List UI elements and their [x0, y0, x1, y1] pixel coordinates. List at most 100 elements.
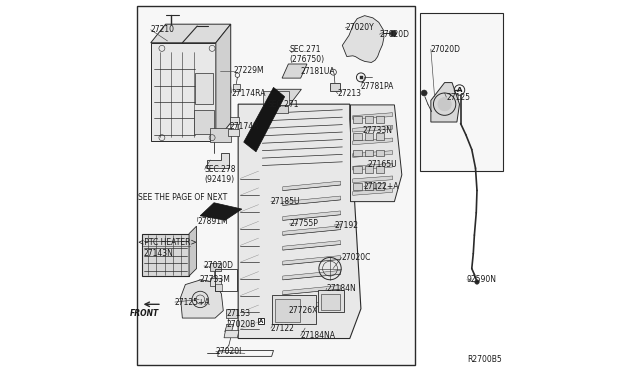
Polygon shape: [353, 189, 392, 195]
Polygon shape: [353, 176, 392, 183]
Text: SEC.271: SEC.271: [289, 45, 321, 54]
Bar: [211, 263, 221, 271]
Text: SEC.271: SEC.271: [267, 100, 299, 109]
Circle shape: [475, 280, 479, 284]
Polygon shape: [151, 24, 231, 43]
Text: 27181UA: 27181UA: [301, 67, 335, 76]
Text: <PTC HEATER>: <PTC HEATER>: [138, 238, 196, 247]
Polygon shape: [271, 105, 289, 113]
Bar: [230, 117, 239, 124]
Polygon shape: [283, 181, 340, 190]
Text: SEE THE PAGE OF NEXT: SEE THE PAGE OF NEXT: [138, 193, 227, 202]
Text: 27192: 27192: [334, 221, 358, 230]
Text: 27020C: 27020C: [342, 253, 371, 262]
Bar: [353, 116, 362, 123]
Text: 27153: 27153: [227, 309, 250, 318]
Polygon shape: [283, 270, 340, 280]
Text: (92419): (92419): [205, 175, 235, 184]
Text: 27210: 27210: [151, 25, 175, 34]
Text: 27174R: 27174R: [230, 122, 259, 131]
Bar: [215, 284, 222, 291]
Text: 27891M: 27891M: [197, 217, 228, 226]
Text: 27185U: 27185U: [271, 197, 300, 206]
Polygon shape: [342, 16, 384, 62]
Bar: [376, 150, 384, 156]
Text: R2700B5: R2700B5: [467, 355, 502, 364]
Bar: [376, 116, 384, 123]
Polygon shape: [283, 285, 340, 295]
Bar: [376, 133, 384, 140]
Text: A: A: [457, 87, 462, 93]
Text: 92590N: 92590N: [467, 275, 497, 284]
Bar: [318, 290, 344, 312]
Polygon shape: [283, 256, 340, 265]
Bar: [376, 183, 384, 190]
Bar: [321, 294, 340, 310]
Polygon shape: [283, 226, 340, 235]
Polygon shape: [207, 153, 229, 168]
Bar: [137, 6, 415, 365]
Text: 27020D: 27020D: [380, 30, 410, 39]
Text: 27020D: 27020D: [431, 45, 461, 54]
Polygon shape: [238, 104, 361, 339]
Polygon shape: [353, 151, 392, 157]
Bar: [330, 83, 340, 91]
Circle shape: [438, 97, 451, 111]
Polygon shape: [180, 280, 223, 318]
Text: 27020D: 27020D: [204, 262, 234, 270]
Text: 27165U: 27165U: [367, 160, 397, 169]
Bar: [365, 133, 373, 140]
Polygon shape: [283, 196, 340, 205]
Text: 27184N: 27184N: [326, 284, 356, 293]
Bar: [227, 309, 237, 318]
Polygon shape: [200, 203, 242, 220]
Text: 27781PA: 27781PA: [361, 82, 394, 91]
Text: 27726X: 27726X: [289, 306, 317, 315]
Text: 27213: 27213: [338, 89, 362, 98]
Text: A: A: [259, 319, 263, 324]
Text: 27122+A: 27122+A: [364, 182, 399, 191]
Bar: [353, 133, 362, 140]
Bar: [215, 269, 237, 291]
Polygon shape: [353, 138, 392, 145]
Polygon shape: [283, 241, 340, 250]
Circle shape: [421, 90, 427, 96]
Bar: [353, 166, 362, 173]
Bar: [211, 278, 221, 286]
Bar: [353, 183, 362, 190]
Bar: [420, 13, 503, 171]
Polygon shape: [283, 211, 340, 220]
Text: 27733M: 27733M: [199, 275, 230, 284]
Polygon shape: [151, 43, 216, 141]
Text: 27125+A: 27125+A: [175, 298, 211, 307]
Bar: [365, 183, 373, 190]
Polygon shape: [351, 105, 402, 202]
Text: 27122: 27122: [271, 324, 295, 333]
Bar: [228, 129, 239, 136]
Bar: [275, 299, 300, 322]
Polygon shape: [189, 226, 196, 276]
Polygon shape: [431, 83, 460, 122]
Text: 27125: 27125: [447, 93, 470, 102]
Text: 27733N: 27733N: [363, 126, 393, 135]
Bar: [195, 73, 213, 104]
Polygon shape: [264, 91, 289, 105]
Bar: [365, 150, 373, 156]
Text: 27184NA: 27184NA: [301, 331, 335, 340]
Polygon shape: [224, 330, 239, 338]
Bar: [353, 150, 362, 156]
Text: FRONT: FRONT: [130, 309, 159, 318]
Polygon shape: [216, 24, 231, 141]
Bar: [211, 128, 231, 142]
Polygon shape: [353, 163, 392, 170]
Polygon shape: [225, 324, 234, 332]
Text: 27174RA: 27174RA: [232, 89, 266, 97]
Text: SEC.278: SEC.278: [205, 165, 236, 174]
Text: 27143N: 27143N: [143, 249, 173, 258]
Bar: [232, 84, 240, 91]
Text: 27229M: 27229M: [234, 66, 264, 75]
Bar: [360, 76, 363, 79]
Circle shape: [390, 31, 396, 36]
Bar: [257, 318, 264, 324]
Text: 27020I: 27020I: [216, 347, 242, 356]
